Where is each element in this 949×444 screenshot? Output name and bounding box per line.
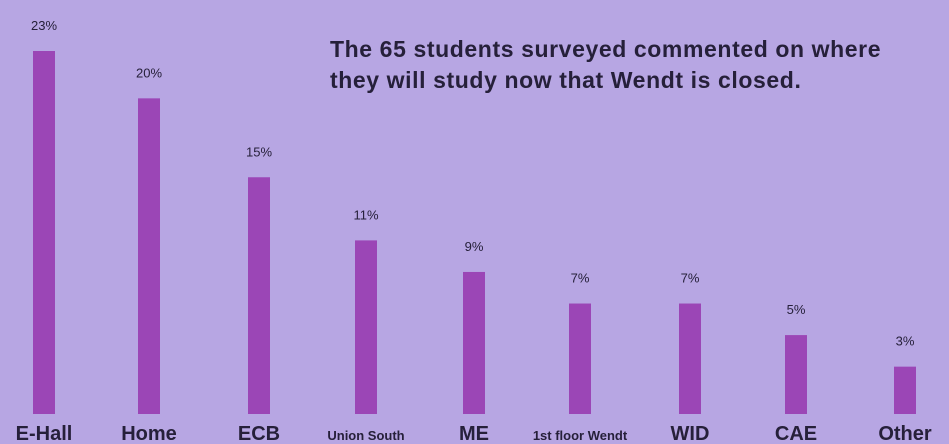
category-label: ECB <box>238 423 280 444</box>
category-label: CAE <box>775 423 817 444</box>
category-label: E-Hall <box>16 423 73 444</box>
value-label: 20% <box>136 65 162 80</box>
category-label: WID <box>671 423 710 444</box>
bar-cae <box>785 335 807 414</box>
value-label: 5% <box>787 302 806 317</box>
value-label: 7% <box>571 271 590 286</box>
value-label: 23% <box>31 18 57 33</box>
bar-home <box>138 98 160 414</box>
category-label: Other <box>878 423 932 444</box>
bar-ecb <box>248 177 270 414</box>
category-label: Home <box>121 423 177 444</box>
bar-e-hall <box>33 51 55 414</box>
value-label: 15% <box>246 144 272 159</box>
category-label: 1st floor Wendt <box>533 428 628 443</box>
value-label: 3% <box>896 334 915 349</box>
chart-headline: The 65 students surveyed commented on wh… <box>330 36 882 93</box>
value-label: 11% <box>353 207 378 222</box>
value-label: 9% <box>465 239 484 254</box>
bar-me <box>463 271 485 414</box>
bar-1st-floor-wendt <box>569 303 591 414</box>
bar-other <box>894 366 916 414</box>
category-label: Union South <box>327 428 404 443</box>
category-label: ME <box>459 423 489 444</box>
bar-union-south <box>355 240 377 414</box>
value-label: 7% <box>681 271 700 286</box>
bar-wid <box>679 303 701 414</box>
